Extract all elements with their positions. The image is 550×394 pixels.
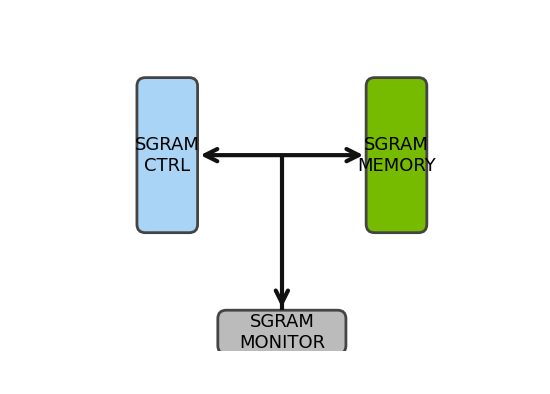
FancyBboxPatch shape — [218, 310, 346, 354]
FancyBboxPatch shape — [137, 78, 197, 233]
Text: SGRAM
MEMORY: SGRAM MEMORY — [357, 136, 436, 175]
Text: SGRAM
CTRL: SGRAM CTRL — [135, 136, 200, 175]
FancyBboxPatch shape — [366, 78, 427, 233]
Text: SGRAM
MONITOR: SGRAM MONITOR — [239, 313, 325, 351]
